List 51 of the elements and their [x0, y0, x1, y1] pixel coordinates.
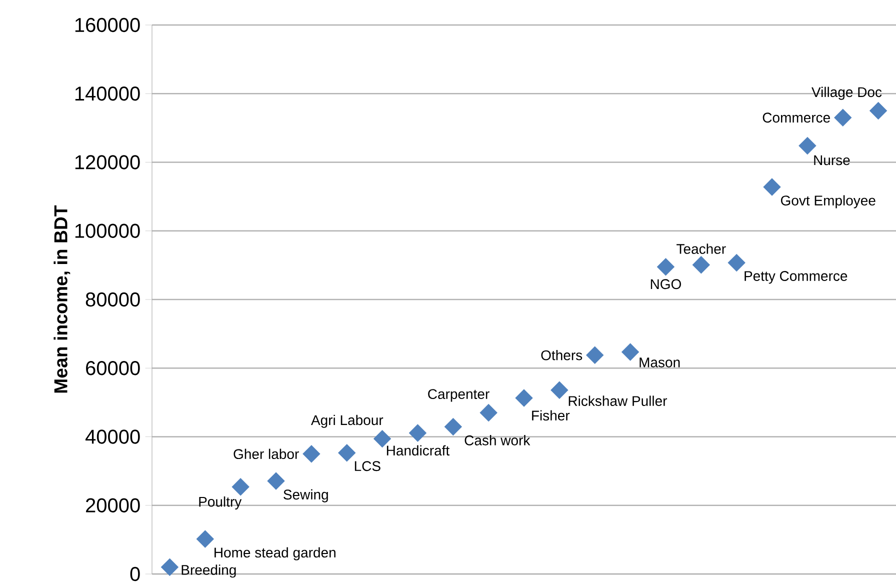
data-label: Handicraft	[386, 445, 450, 456]
data-label: Village Doc	[812, 86, 882, 100]
point	[196, 530, 214, 548]
y-tick-label: 160000	[75, 18, 140, 32]
point	[763, 178, 781, 196]
data-label: Cash work	[464, 435, 530, 446]
point	[338, 444, 356, 462]
y-tick-label: 80000	[86, 292, 140, 307]
data-label: Nurse	[814, 155, 850, 166]
point	[798, 137, 816, 155]
y-axis-title: Mean income, in BDT	[54, 205, 70, 393]
point	[622, 343, 640, 361]
data-label: Petty Commerce	[744, 271, 848, 284]
point	[692, 256, 710, 274]
data-label: Poultry	[199, 496, 242, 510]
data-label: Breeding	[182, 564, 236, 578]
y-tick-label: 140000	[75, 86, 140, 101]
data-label: Mason	[640, 358, 680, 368]
data-label: Agri Labour	[311, 414, 384, 428]
y-tick-label: 40000	[85, 430, 140, 444]
data-label: Carpenter	[428, 389, 490, 402]
point	[550, 381, 568, 399]
data-label: Commerce	[762, 112, 830, 123]
point	[834, 108, 852, 126]
data-label: Rickshaw Puller	[568, 396, 668, 406]
data-label: Others	[541, 350, 582, 360]
point	[586, 346, 604, 364]
y-tick-label: 0	[130, 566, 140, 582]
data-label: Gher labor	[234, 448, 299, 460]
point	[302, 445, 320, 463]
point	[232, 478, 250, 496]
point	[160, 558, 178, 576]
y-tick-label: 100000	[75, 224, 140, 238]
data-label: Govt Employee	[780, 195, 876, 208]
point	[870, 102, 888, 120]
point	[408, 424, 426, 442]
data-label: Home stead garden	[214, 547, 336, 560]
point	[444, 418, 462, 436]
y-tick-label: 60000	[86, 361, 140, 376]
data-label: NGO	[650, 279, 682, 290]
y-tick-label: 120000	[75, 155, 140, 170]
y-tick-label: 20000	[86, 498, 140, 512]
point	[267, 472, 285, 490]
point	[728, 254, 746, 272]
point	[656, 258, 674, 276]
data-label: Fisher	[532, 410, 570, 421]
data-label: LCS	[354, 461, 380, 472]
data-label: Teacher	[676, 244, 726, 254]
point	[480, 404, 498, 422]
point	[515, 389, 533, 407]
data-label: Sewing	[284, 489, 328, 502]
